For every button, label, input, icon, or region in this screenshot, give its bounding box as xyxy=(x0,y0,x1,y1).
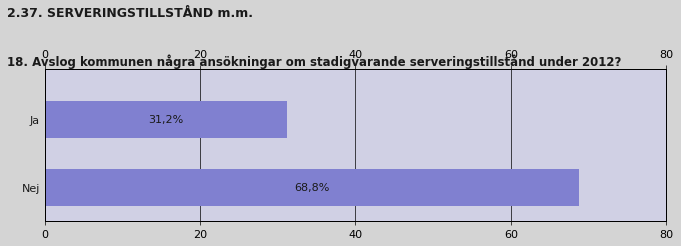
Text: 2.37. SERVERINGSTILLSTÅND m.m.: 2.37. SERVERINGSTILLSTÅND m.m. xyxy=(7,7,253,20)
Bar xyxy=(45,101,287,138)
Bar xyxy=(45,169,579,206)
Text: 18. Avslog kommunen några ansökningar om stadigvarande serveringstillstånd under: 18. Avslog kommunen några ansökningar om… xyxy=(7,54,621,69)
Text: 31,2%: 31,2% xyxy=(148,115,184,125)
Text: 68,8%: 68,8% xyxy=(294,183,330,193)
